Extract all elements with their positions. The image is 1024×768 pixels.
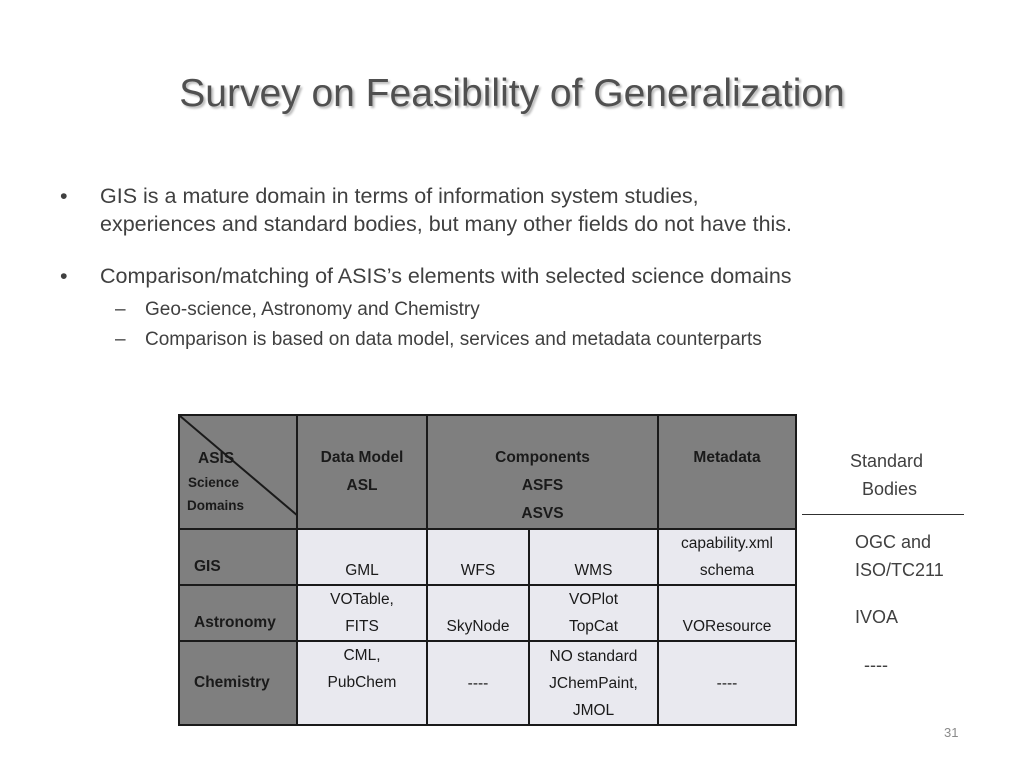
table-cell: SkyNode bbox=[426, 584, 530, 642]
bullet-item: • Comparison/matching of ASIS’s elements… bbox=[60, 262, 980, 290]
row-header-chemistry: Chemistry bbox=[178, 640, 298, 726]
table-cell: capability.xml schema bbox=[657, 528, 797, 586]
table-cell: CML, PubChem bbox=[296, 640, 428, 726]
table-row: GIS GML WFS WMS capability.xml schema bbox=[178, 528, 797, 586]
table-cell: WMS bbox=[528, 528, 659, 586]
cell-text: TopCat bbox=[568, 618, 619, 635]
table-header-row: ASIS Science Domains Data Model ASL Comp… bbox=[178, 414, 797, 530]
header-asfs-label: ASFS bbox=[521, 477, 564, 494]
bullet-text: GIS is a mature domain in terms of infor… bbox=[100, 184, 699, 208]
comparison-table: ASIS Science Domains Data Model ASL Comp… bbox=[178, 414, 797, 726]
table-cell: ---- bbox=[657, 640, 797, 726]
standard-body-gis-line1: OGC and bbox=[855, 532, 932, 552]
bullet-text: experiences and standard bodies, but man… bbox=[100, 212, 793, 236]
slide-title: Survey on Feasibility of Generalization bbox=[179, 72, 845, 115]
cell-text: VOPlot bbox=[568, 591, 619, 608]
sub-bullet-item: – Geo-science, Astronomy and Chemistry bbox=[60, 298, 980, 322]
header-components: Components ASFS ASVS bbox=[426, 414, 659, 530]
cell-text: PubChem bbox=[327, 674, 397, 691]
corner-asis-label: ASIS bbox=[198, 450, 235, 467]
standard-body-astronomy: IVOA bbox=[855, 607, 899, 627]
sub-bullet-list: – Geo-science, Astronomy and Chemistry –… bbox=[60, 298, 980, 352]
corner-science-label: Science bbox=[188, 475, 240, 490]
standard-body-chemistry: ---- bbox=[864, 655, 888, 675]
header-components-sub: ASFS ASVS bbox=[428, 472, 657, 528]
bullet-text: Comparison/matching of ASIS’s elements w… bbox=[100, 264, 792, 288]
sub-bullet-item: – Comparison is based on data model, ser… bbox=[60, 328, 980, 352]
bullet-marker: • bbox=[60, 264, 68, 288]
header-components-label: Components bbox=[495, 449, 590, 466]
diagonal-divider bbox=[180, 416, 298, 517]
table-cell: VOResource bbox=[657, 584, 797, 642]
table-row: Astronomy VOTable, FITS SkyNode VOPlot T… bbox=[178, 584, 797, 642]
cell-text: WMS bbox=[574, 562, 613, 579]
header-asvs-label: ASVS bbox=[521, 505, 564, 522]
page-number: 31 bbox=[944, 725, 959, 740]
sub-bullet-text: Comparison is based on data model, servi… bbox=[145, 329, 762, 350]
corner-header-cell: ASIS Science Domains bbox=[178, 414, 298, 530]
standard-bodies-header-line1: Standard bbox=[850, 451, 924, 471]
corner-domains-label: Domains bbox=[187, 498, 245, 513]
header-asl-label: ASL bbox=[346, 477, 378, 494]
cell-text: ---- bbox=[467, 674, 489, 692]
cell-text: JChemPaint, bbox=[549, 674, 638, 692]
standard-bodies-divider bbox=[802, 514, 964, 515]
header-data-model-label: Data Model bbox=[320, 449, 404, 466]
cell-text: FITS bbox=[345, 618, 379, 635]
table-cell: VOPlot TopCat bbox=[528, 584, 659, 642]
cell-text: VOTable, bbox=[330, 591, 394, 608]
table-cell: GML bbox=[296, 528, 428, 586]
standard-body-gis-line2: ISO/TC211 bbox=[855, 560, 944, 580]
cell-text: capability.xml bbox=[681, 535, 773, 552]
sub-bullet-marker: – bbox=[115, 329, 126, 350]
cell-text: schema bbox=[699, 562, 755, 579]
table-row: Chemistry CML, PubChem ---- NO standard … bbox=[178, 640, 797, 726]
cell-text: GML bbox=[345, 562, 379, 579]
sub-bullet-text: Geo-science, Astronomy and Chemistry bbox=[145, 299, 480, 320]
sub-bullet-marker: – bbox=[115, 299, 126, 320]
cell-text: CML, bbox=[343, 647, 381, 664]
table-cell: NO standard JChemPaint, JMOL bbox=[528, 640, 659, 726]
table-cell: WFS bbox=[426, 528, 530, 586]
bullet-list: • GIS is a mature domain in terms of inf… bbox=[60, 182, 980, 352]
table-cell: ---- bbox=[426, 640, 530, 726]
cell-text: SkyNode bbox=[446, 618, 510, 635]
header-data-model: Data Model ASL bbox=[296, 414, 428, 530]
cell-text: WFS bbox=[460, 562, 496, 579]
row-header-astronomy: Astronomy bbox=[178, 584, 298, 642]
standard-bodies-header-line2: Bodies bbox=[862, 479, 918, 499]
bullet-item: • GIS is a mature domain in terms of inf… bbox=[60, 182, 980, 238]
cell-text: NO standard bbox=[549, 647, 638, 665]
cell-text: VOResource bbox=[682, 618, 772, 635]
cell-text: ---- bbox=[716, 674, 738, 692]
header-metadata-label: Metadata bbox=[693, 449, 761, 466]
table-cell: VOTable, FITS bbox=[296, 584, 428, 642]
row-header-gis: GIS bbox=[178, 528, 298, 586]
cell-text: JMOL bbox=[572, 701, 615, 719]
header-metadata: Metadata bbox=[657, 414, 797, 530]
bullet-marker: • bbox=[60, 184, 68, 208]
